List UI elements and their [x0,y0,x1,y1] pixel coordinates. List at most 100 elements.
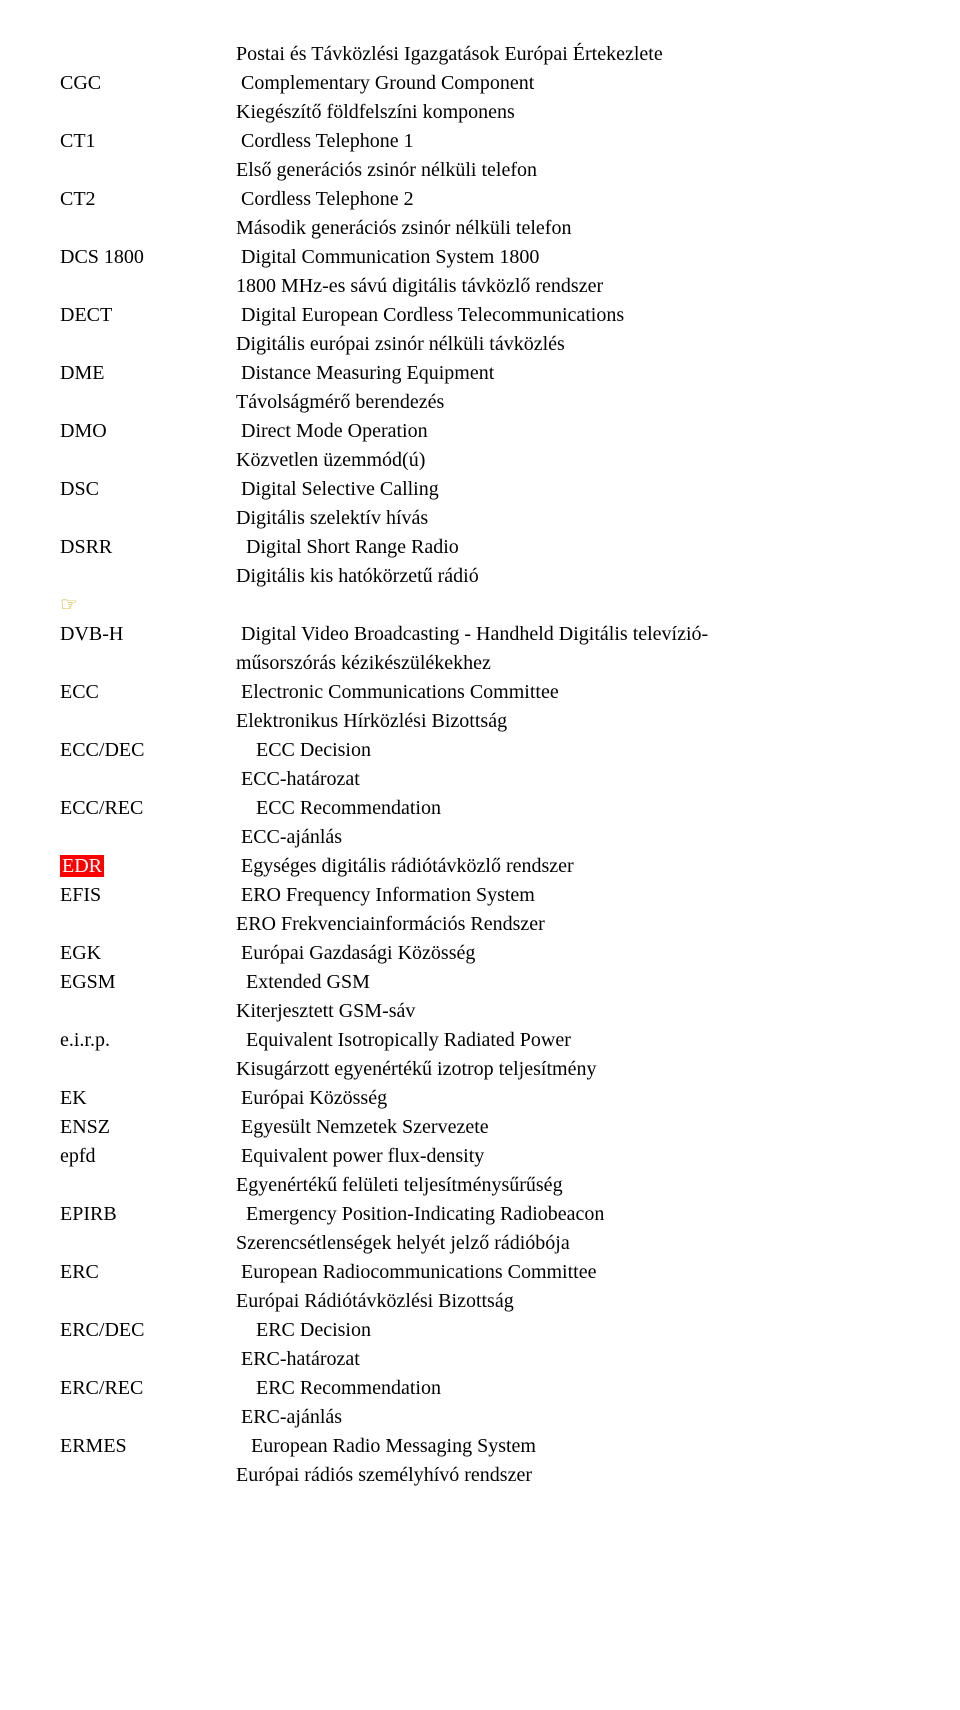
definition-text: ERC Decision [236,1316,900,1345]
glossary-row: DSC Digital Selective CallingDigitális s… [60,475,900,533]
abbr-text: epfd [60,1145,96,1167]
definition-text: Egyenértékű felületi teljesítménysűrűség [236,1171,900,1200]
definition-text: ECC Recommendation [236,794,900,823]
abbr-text: ECC [60,681,99,703]
abbr-cell: DECT [60,301,230,330]
abbr-text: DME [60,362,104,384]
abbr-cell: ECC [60,678,230,707]
abbr-text: ERC [60,1261,99,1283]
abbr-text: ECC/DEC [60,739,144,761]
abbr-cell: DVB-H [60,620,230,649]
definition-cell: ERC Decision ERC-határozat [230,1316,900,1374]
abbr-cell: CGC [60,69,230,98]
abbr-cell: e.i.r.p. [60,1026,230,1055]
glossary-row: EFIS ERO Frequency Information SystemERO… [60,881,900,939]
definition-text: Digital Selective Calling [236,475,900,504]
definition-text: Digital Short Range Radio [236,533,900,562]
definition-cell: Digital Short Range RadioDigitális kis h… [230,533,900,591]
abbr-text: ECC/REC [60,797,143,819]
abbr-cell: ERC [60,1258,230,1287]
definition-cell: Egyesült Nemzetek Szervezete [230,1113,900,1142]
definition-text: ECC-határozat [236,765,900,794]
definition-text: Egységes digitális rádiótávközlő rendsze… [236,852,900,881]
definition-cell: Digital Communication System 18001800 MH… [230,243,900,301]
definition-cell: Distance Measuring EquipmentTávolságmérő… [230,359,900,417]
abbr-text: EDR [60,855,104,877]
abbr-cell: epfd [60,1142,230,1171]
glossary-row: ERMES European Radio Messaging SystemEur… [60,1432,900,1490]
abbr-cell: EK [60,1084,230,1113]
glossary-list: Postai és Távközlési Igazgatások Európai… [60,40,900,1490]
definition-text: Digital Video Broadcasting - Handheld Di… [236,620,900,649]
definition-text: Kiegészítő földfelszíni komponens [236,98,900,127]
definition-text: Equivalent Isotropically Radiated Power [236,1026,900,1055]
glossary-row: ERC/DEC ERC Decision ERC-határozat [60,1316,900,1374]
definition-text: Közvetlen üzemmód(ú) [236,446,900,475]
abbr-text: CT2 [60,188,96,210]
definition-text: Digitális kis hatókörzetű rádió [236,562,900,591]
glossary-row: CGC Complementary Ground ComponentKiegés… [60,69,900,127]
abbr-cell: DCS 1800 [60,243,230,272]
glossary-row: DCS 1800 Digital Communication System 18… [60,243,900,301]
definition-cell: Emergency Position-Indicating Radiobeaco… [230,1200,900,1258]
definition-cell: Európai Gazdasági Közösség [230,939,900,968]
glossary-row: DECT Digital European Cordless Telecommu… [60,301,900,359]
abbr-text: e.i.r.p. [60,1029,110,1051]
abbr-text: ERMES [60,1435,127,1457]
abbr-cell: EGSM [60,968,230,997]
definition-text: Digital Communication System 1800 [236,243,900,272]
definition-cell: Equivalent power flux-densityEgyenértékű… [230,1142,900,1200]
abbr-cell: ERC/REC [60,1374,230,1403]
definition-text: ECC-ajánlás [236,823,900,852]
abbr-cell: ECC/DEC [60,736,230,765]
abbr-text: EGSM [60,971,116,993]
definition-text: Digitális európai zsinór nélküli távközl… [236,330,900,359]
glossary-row: EK Európai Közösség [60,1084,900,1113]
definition-text: ERC-határozat [236,1345,900,1374]
abbr-cell: DSRR [60,533,230,562]
definition-text: Kiterjesztett GSM-sáv [236,997,900,1026]
definition-text: Distance Measuring Equipment [236,359,900,388]
glossary-row: DSRR Digital Short Range RadioDigitális … [60,533,900,591]
glossary-row: EDR Egységes digitális rádiótávközlő ren… [60,852,900,881]
definition-text: ERC-ajánlás [236,1403,900,1432]
abbr-cell: EGK [60,939,230,968]
definition-cell: Electronic Communications CommitteeElekt… [230,678,900,736]
definition-cell: Complementary Ground ComponentKiegészítő… [230,69,900,127]
glossary-row: ECC Electronic Communications CommitteeE… [60,678,900,736]
abbr-text: CGC [60,72,101,94]
abbr-cell: ECC/REC [60,794,230,823]
abbr-cell: ERC/DEC [60,1316,230,1345]
abbr-cell: ENSZ [60,1113,230,1142]
definition-text: Szerencsétlenségek helyét jelző rádióbój… [236,1229,900,1258]
abbr-text: DSRR [60,536,112,558]
abbr-cell: DME [60,359,230,388]
definition-cell: European Radiocommunications CommitteeEu… [230,1258,900,1316]
definition-text: Kisugárzott egyenértékű izotrop teljesít… [236,1055,900,1084]
abbr-text: DVB-H [60,623,123,645]
glossary-row: ☞ [60,591,900,620]
abbr-text: DSC [60,478,99,500]
definition-text: European Radio Messaging System [236,1432,900,1461]
definition-text: Európai Gazdasági Közösség [236,939,900,968]
definition-cell: Extended GSMKiterjesztett GSM-sáv [230,968,900,1026]
abbr-text: DCS 1800 [60,246,144,268]
definition-text: Digitális szelektív hívás [236,504,900,533]
abbr-cell: DSC [60,475,230,504]
definition-text: ERO Frekvenciainformációs Rendszer [236,910,900,939]
glossary-row: DME Distance Measuring EquipmentTávolság… [60,359,900,417]
abbr-cell: ☞ [60,591,230,620]
abbr-text: DECT [60,304,112,326]
definition-text: műsorszórás kézikészülékekhez [236,649,900,678]
abbr-text: CT1 [60,130,96,152]
abbr-text: EPIRB [60,1203,117,1225]
glossary-row: Postai és Távközlési Igazgatások Európai… [60,40,900,69]
abbr-cell: ERMES [60,1432,230,1461]
abbr-text: ENSZ [60,1116,110,1138]
definition-cell: Európai Közösség [230,1084,900,1113]
definition-text: 1800 MHz-es sávú digitális távközlő rend… [236,272,900,301]
definition-text: ECC Decision [236,736,900,765]
definition-text: Equivalent power flux-density [236,1142,900,1171]
definition-cell: Digital Selective CallingDigitális szele… [230,475,900,533]
definition-text: Egyesült Nemzetek Szervezete [236,1113,900,1142]
